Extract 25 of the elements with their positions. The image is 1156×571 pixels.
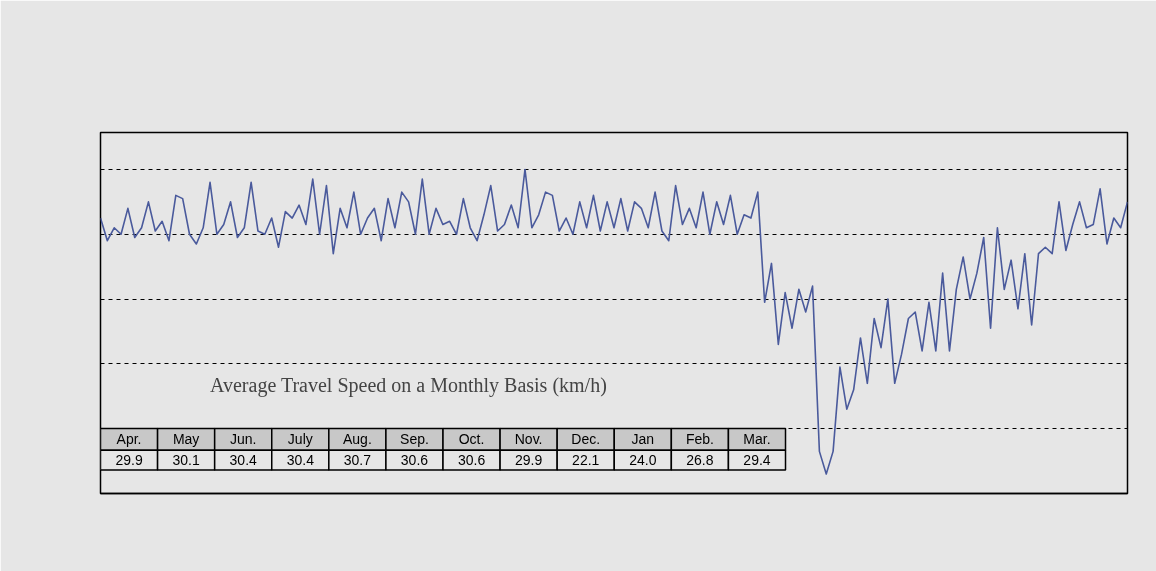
annotation: Average Travel Speed on a Monthly Basis (km/h) [210, 374, 607, 398]
annotation: Jan [631, 431, 655, 448]
annotation: 30.6 [400, 452, 429, 469]
annotation: 24.0 [629, 452, 657, 469]
annotation: Oct. [458, 431, 485, 448]
annotation: Apr. [116, 431, 142, 448]
annotation: Mar. [743, 431, 771, 448]
annotation: 30.1 [172, 452, 200, 469]
annotation: July [287, 431, 313, 448]
annotation: 30.7 [343, 452, 372, 469]
annotation: 22.1 [572, 452, 600, 469]
annotation: 29.9 [115, 452, 143, 469]
annotation: Feb. [685, 431, 714, 448]
annotation: 29.4 [743, 452, 771, 469]
annotation: 29.9 [515, 452, 543, 469]
annotation: May [172, 431, 200, 448]
annotation: Sep. [400, 431, 429, 448]
annotation: 30.4 [229, 452, 258, 469]
annotation: Aug. [342, 431, 372, 448]
annotation: 26.8 [686, 452, 714, 469]
annotation: 30.4 [286, 452, 315, 469]
annotation: Jun. [229, 431, 257, 448]
annotation: Dec. [571, 431, 601, 448]
annotation: Nov. [514, 431, 543, 448]
annotation: 30.6 [457, 452, 486, 469]
